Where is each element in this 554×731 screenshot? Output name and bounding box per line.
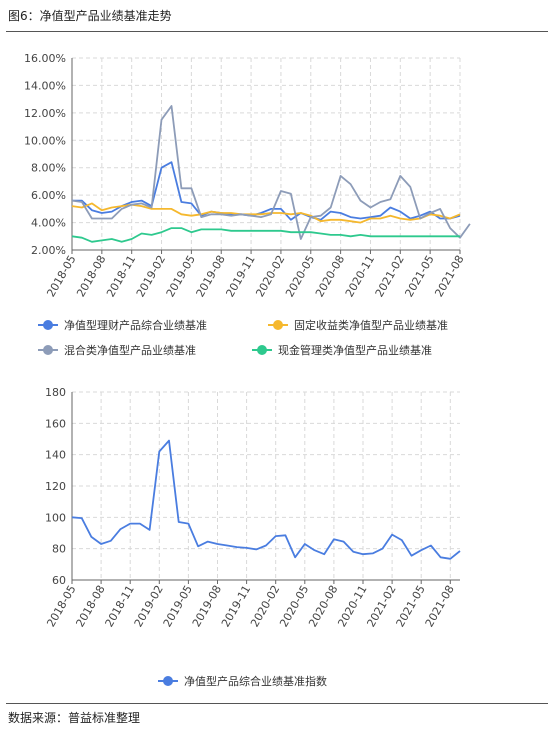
x-tick-label: 2021-08 bbox=[432, 253, 466, 299]
y-tick-label: 16.00% bbox=[24, 52, 66, 65]
x-tick-label: 2021-08 bbox=[423, 583, 457, 629]
legend-label[interactable]: 混合类净值型产品业绩基准 bbox=[64, 343, 196, 357]
y-tick-label: 14.00% bbox=[24, 79, 66, 92]
y-tick-label: 80 bbox=[52, 543, 66, 556]
series-line bbox=[71, 439, 461, 560]
y-tick-label: 180 bbox=[45, 386, 66, 399]
legend-marker[interactable] bbox=[273, 320, 283, 330]
series-line bbox=[72, 161, 461, 221]
y-tick-label: 6.00% bbox=[31, 189, 66, 202]
y-tick-label: 100 bbox=[45, 511, 66, 524]
y-tick-label: 160 bbox=[45, 417, 66, 430]
legend-marker[interactable] bbox=[43, 345, 53, 355]
y-tick-label: 140 bbox=[45, 449, 66, 462]
chart-composite-index: 18016014012010080602018-052018-082018-11… bbox=[44, 386, 461, 688]
chart-benchmark-trends: 16.00% 14.00% 12.00% 10.00% 8.00% 6.00% 4.00% 2… bbox=[24, 52, 471, 357]
y-tick-label: 8.00% bbox=[31, 162, 66, 175]
legend-label[interactable]: 净值型产品综合业绩基准指数 bbox=[184, 674, 327, 688]
legend-marker[interactable] bbox=[257, 345, 267, 355]
top-rule bbox=[6, 31, 548, 32]
legend-marker[interactable] bbox=[163, 676, 173, 686]
y-tick-label: 10.00% bbox=[24, 134, 66, 147]
bottom-rule bbox=[6, 703, 548, 704]
legend-marker[interactable] bbox=[43, 320, 53, 330]
y-tick-label: 4.00% bbox=[31, 217, 66, 230]
y-tick-label: 2.00% bbox=[31, 244, 66, 257]
source-note: 数据来源：普益标准整理 bbox=[8, 711, 141, 725]
legend-label[interactable]: 固定收益类净值型产品业绩基准 bbox=[294, 318, 448, 332]
legend-label[interactable]: 净值型理财产品综合业绩基准 bbox=[64, 318, 207, 332]
series-line bbox=[71, 202, 461, 224]
series-line bbox=[71, 105, 471, 240]
y-tick-label: 120 bbox=[45, 480, 66, 493]
y-tick-label: 12.00% bbox=[24, 107, 66, 120]
y-tick-label: 60 bbox=[52, 574, 66, 587]
legend-label[interactable]: 现金管理类净值型产品业绩基准 bbox=[278, 343, 432, 357]
figure-title: 图6：净值型产品业绩基准走势 bbox=[8, 9, 172, 23]
series-line bbox=[71, 227, 460, 243]
